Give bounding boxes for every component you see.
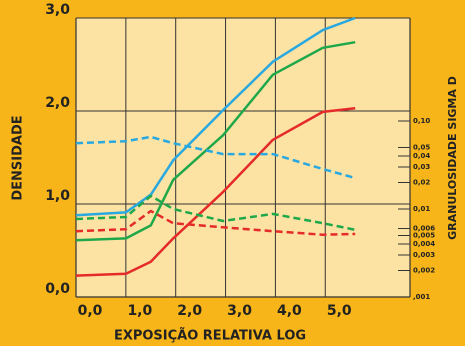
x-tick-label: 4,0 — [277, 303, 302, 319]
x-tick-label: 3,0 — [227, 303, 252, 319]
y-tick-label: 2,0 — [45, 95, 70, 111]
y-tick-label: 3,0 — [45, 2, 70, 18]
y2-tick-label: 0,10 — [413, 117, 430, 125]
y2-tick-label: 0,003 — [413, 251, 435, 259]
y2-tick-label: 0,004 — [413, 240, 435, 248]
dashed-line — [75, 209, 356, 236]
y2-tick-label: 0,006 — [413, 225, 435, 233]
y-tick-label: 0,0 — [45, 281, 70, 297]
y2-tick-label: 0,002 — [413, 267, 435, 275]
x-tick-label: 2,0 — [177, 303, 202, 319]
y-tick-label: 1,0 — [45, 188, 70, 204]
y2-tick-label: 0,005 — [413, 231, 435, 239]
y2-tick-label: 0,01 — [413, 205, 430, 213]
y2-tick-label: 0,05 — [413, 143, 430, 151]
y2-axis-label: GRANULOSIDADE SIGMA D — [446, 76, 459, 240]
y2-tick-label: 0,04 — [413, 152, 430, 160]
y-axis-label: DENSIDADE — [11, 115, 26, 200]
y2-tick-label: 0,03 — [413, 163, 430, 171]
x-axis-label: EXPOSIÇÃO RELATIVA LOG — [114, 328, 306, 344]
line — [75, 40, 356, 242]
x-tick-label: 5,0 — [327, 303, 352, 319]
line — [75, 16, 356, 217]
x-tick-label: 1,0 — [127, 303, 152, 319]
y2-tick-label: ,001 — [413, 293, 430, 301]
y2-tick-label: 0,02 — [413, 179, 430, 187]
plot-area — [76, 18, 410, 297]
dashed-line — [75, 194, 356, 232]
dashed-line — [75, 135, 356, 180]
x-tick-label: 0,0 — [78, 303, 103, 319]
